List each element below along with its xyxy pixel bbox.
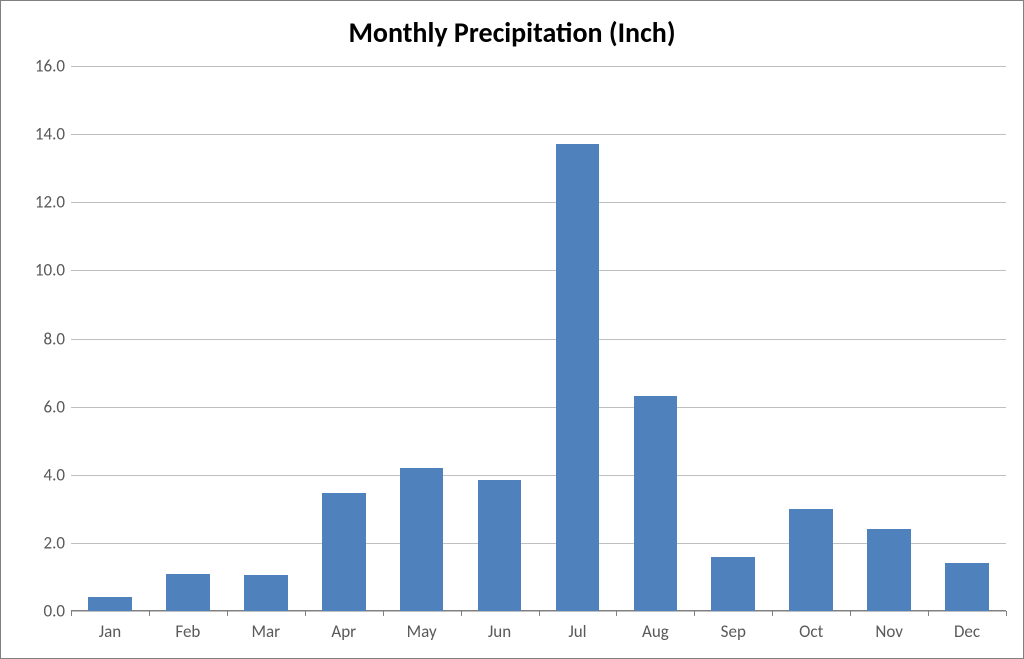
x-tick — [616, 611, 617, 616]
y-gridline — [71, 407, 1006, 408]
x-tick — [694, 611, 695, 616]
bar — [400, 468, 444, 611]
y-gridline — [71, 134, 1006, 135]
bar — [244, 575, 288, 611]
bar — [945, 563, 989, 611]
x-tick-label: Aug — [642, 621, 669, 642]
x-tick-label: Apr — [331, 621, 356, 642]
x-tick — [850, 611, 851, 616]
x-tick — [227, 611, 228, 616]
bar — [711, 557, 755, 612]
x-tick-label: Oct — [799, 621, 823, 642]
bar — [789, 509, 833, 611]
y-gridline — [71, 202, 1006, 203]
y-tick-label: 14.0 — [35, 124, 65, 145]
y-tick-label: 4.0 — [43, 464, 65, 485]
y-tick-label: 2.0 — [43, 532, 65, 553]
x-tick — [305, 611, 306, 616]
x-tick-label: Jun — [488, 621, 511, 642]
y-tick-label: 6.0 — [43, 396, 65, 417]
y-tick-label: 16.0 — [35, 56, 65, 77]
bar — [322, 493, 366, 611]
y-tick-label: 10.0 — [35, 260, 65, 281]
x-tick-label: Feb — [175, 621, 200, 642]
chart-title: Monthly Precipitation (Inch) — [1, 15, 1023, 50]
y-gridline — [71, 475, 1006, 476]
x-tick — [928, 611, 929, 616]
bar — [166, 574, 210, 611]
x-tick — [461, 611, 462, 616]
y-gridline — [71, 270, 1006, 271]
bar — [634, 396, 678, 611]
bar — [478, 480, 522, 611]
x-tick-label: Dec — [954, 621, 980, 642]
x-tick — [539, 611, 540, 616]
plot-area: 0.02.04.06.08.010.012.014.016.0JanFebMar… — [71, 66, 1006, 611]
x-tick — [71, 611, 72, 616]
x-tick — [772, 611, 773, 616]
x-tick-label: Jul — [568, 621, 586, 642]
y-tick-label: 8.0 — [43, 328, 65, 349]
x-tick-label: Nov — [875, 621, 903, 642]
bar — [867, 529, 911, 611]
x-tick — [149, 611, 150, 616]
x-tick-label: Sep — [721, 621, 746, 642]
x-tick — [1006, 611, 1007, 616]
chart-frame: Monthly Precipitation (Inch) 0.02.04.06.… — [0, 0, 1024, 659]
y-gridline — [71, 339, 1006, 340]
y-tick-label: 0.0 — [43, 601, 65, 622]
y-tick-label: 12.0 — [35, 192, 65, 213]
y-gridline — [71, 543, 1006, 544]
x-tick — [383, 611, 384, 616]
x-tick-label: Mar — [251, 621, 280, 642]
x-tick-label: Jan — [99, 621, 122, 642]
x-tick-label: May — [407, 621, 437, 642]
y-gridline — [71, 66, 1006, 67]
bar — [556, 144, 600, 611]
bar — [88, 597, 132, 611]
